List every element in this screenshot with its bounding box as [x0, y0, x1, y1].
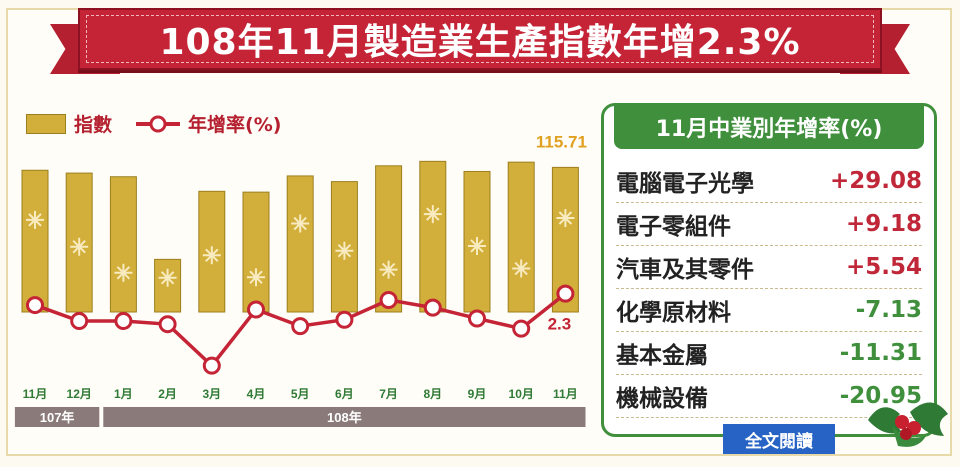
- snowflake-icon: [247, 268, 265, 287]
- industry-growth-value: +5.54: [845, 254, 922, 280]
- x-tick-label: 1月: [114, 387, 133, 401]
- growth-point: [423, 298, 442, 317]
- snowflake-icon: [512, 259, 531, 278]
- x-tick-label: 5月: [291, 387, 310, 401]
- legend-index-label: 指數: [74, 114, 113, 136]
- chart-legend: 指數 年增率(%): [26, 110, 281, 137]
- growth-point: [379, 290, 398, 309]
- year-group-label: 107年: [40, 410, 75, 425]
- production-index-chart: 115.71 2.3 11月 12月 1月 2月 3月 4月 5月 6月 7月 8月 9月 10月 11月 1…: [14, 132, 587, 427]
- industry-name: 機械設備: [616, 386, 708, 412]
- industry-row: 電腦電子光學 +29.08: [616, 160, 922, 203]
- industry-list: 電腦電子光學 +29.08 電子零組件 +9.18 汽車及其零件 +5.54 化學原材料 -7…: [616, 160, 922, 418]
- legend-bar-swatch: [26, 113, 66, 134]
- year-group-bar: [103, 407, 586, 427]
- growth-point: [202, 356, 221, 375]
- index-bar: [21, 169, 49, 313]
- industry-growth-value: +9.18: [845, 211, 922, 237]
- snowflake-icon: [556, 208, 575, 227]
- snowflake-icon: [468, 236, 486, 255]
- x-tick-label: 4月: [247, 387, 266, 401]
- read-full-article-button[interactable]: 全文閱讀: [723, 424, 835, 454]
- industry-row: 機械設備 -20.95: [616, 375, 922, 418]
- growth-point: [26, 296, 44, 315]
- industry-panel-title: 11月中業別年增率(%): [614, 105, 924, 149]
- growth-point: [114, 312, 133, 330]
- x-tick-label: 2月: [158, 387, 177, 401]
- growth-point: [158, 315, 177, 334]
- index-bar: [375, 165, 403, 313]
- industry-name: 電子零組件: [616, 214, 731, 240]
- industry-name: 電腦電子光學: [616, 171, 754, 197]
- chart-title: 108年11月製造業生產指數年增2.3%: [159, 22, 801, 63]
- industry-growth-value: -7.13: [855, 297, 922, 323]
- snowflake-icon: [423, 205, 442, 224]
- snowflake-icon: [158, 268, 177, 287]
- industry-growth-value: -20.95: [839, 383, 922, 409]
- snowflake-icon: [379, 260, 398, 279]
- x-tick-label: 9月: [468, 387, 487, 401]
- snowflake-icon: [335, 241, 354, 260]
- holly-decoration-icon: [868, 402, 948, 447]
- x-tick-label: 11月: [23, 387, 48, 401]
- x-tick-label: 8月: [423, 387, 442, 401]
- x-tick-label: 7月: [379, 387, 398, 401]
- industry-row: 汽車及其零件 +5.54: [616, 246, 922, 289]
- legend-line-swatch: [136, 115, 181, 132]
- growth-point: [335, 310, 354, 329]
- year-group-label: 108年: [327, 410, 362, 425]
- industry-growth-value: -11.31: [839, 340, 922, 366]
- index-bar: [242, 191, 270, 313]
- banner-stitch: [86, 15, 874, 63]
- legend-growth-label: 年增率(%): [188, 114, 282, 136]
- industry-name: 化學原材料: [616, 300, 731, 326]
- industry-growth-panel: 11月中業別年增率(%) 電腦電子光學 +29.08 電子零組件 +9.18 汽車及其零…: [601, 103, 937, 437]
- index-bar: [286, 175, 314, 313]
- snowflake-icon: [291, 214, 310, 233]
- industry-name: 汽車及其零件: [616, 257, 754, 283]
- snowflake-icon: [70, 237, 89, 256]
- year-group-bar: [14, 407, 100, 427]
- industry-growth-value: +29.08: [829, 168, 922, 194]
- index-bar: [109, 176, 137, 313]
- industry-row: 化學原材料 -7.13: [616, 289, 922, 332]
- index-bar: [507, 161, 535, 313]
- growth-point: [70, 312, 89, 330]
- x-tick-label: 6月: [335, 387, 354, 401]
- industry-row: 電子零組件 +9.18: [616, 203, 922, 246]
- banner-body: 108年11月製造業生產指數年增2.3%: [78, 8, 882, 70]
- last-index-label: 115.71: [536, 132, 587, 151]
- snowflake-icon: [202, 246, 221, 265]
- x-tick-label: 10月: [509, 387, 534, 401]
- growth-point: [247, 300, 265, 319]
- snowflake-icon: [114, 263, 133, 282]
- growth-point: [291, 317, 310, 336]
- industry-name: 基本金屬: [616, 343, 708, 369]
- growth-point: [468, 309, 486, 328]
- growth-point: [512, 319, 531, 338]
- title-banner: 108年11月製造業生產指數年增2.3%: [50, 2, 910, 84]
- x-tick-label: 12月: [67, 387, 92, 401]
- x-tick-label: 3月: [202, 387, 221, 401]
- industry-row: 基本金屬 -11.31: [616, 332, 922, 375]
- x-tick-label: 11月: [553, 387, 578, 401]
- last-growth-label: 2.3: [548, 315, 572, 334]
- index-bar: [419, 160, 447, 313]
- growth-point: [556, 284, 575, 303]
- snowflake-icon: [26, 210, 44, 229]
